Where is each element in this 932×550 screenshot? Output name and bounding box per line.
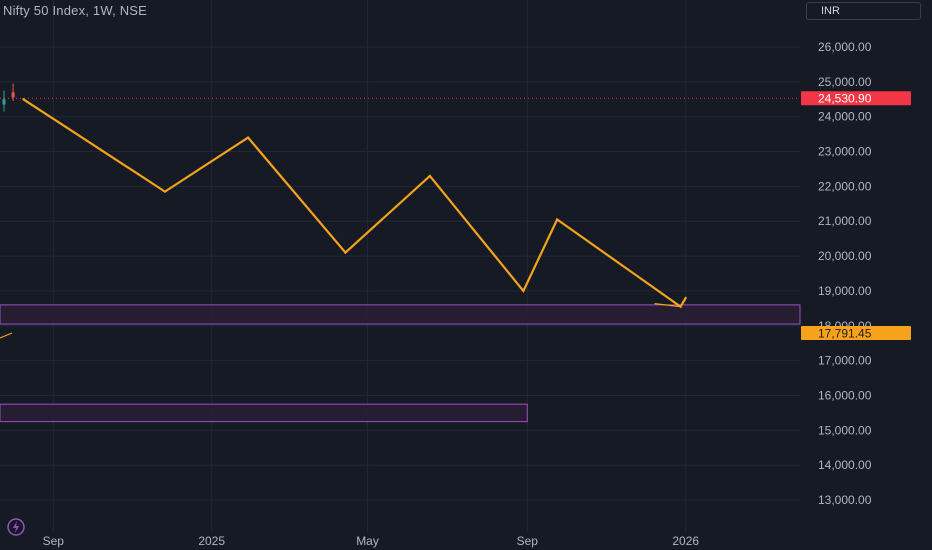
zigzag-point	[163, 190, 167, 193]
last-price-tag: 24,530.90	[818, 92, 872, 106]
y-tick-label: 21,000.00	[818, 214, 872, 228]
x-tick-label: Sep	[517, 534, 539, 548]
zone-box	[0, 304, 801, 325]
y-tick-label: 22,000.00	[818, 179, 872, 193]
candle-body	[11, 92, 15, 98]
y-tick-label: 25,000.00	[818, 75, 872, 89]
x-tick-label: 2026	[672, 534, 699, 548]
y-tick-label: 14,000.00	[818, 458, 872, 472]
zigzag-point	[428, 174, 431, 178]
zigzag-point	[684, 296, 687, 299]
y-tick-label: 20,000.00	[818, 249, 872, 263]
zone-box	[0, 403, 528, 423]
candle-body	[2, 99, 6, 105]
x-tick-label: May	[356, 534, 379, 548]
y-tick-label: 19,000.00	[818, 284, 872, 298]
x-tick-label: Sep	[43, 534, 65, 548]
zigzag-series-line	[22, 98, 687, 309]
y-tick-label: 26,000.00	[818, 40, 872, 54]
lightning-bolt-icon[interactable]	[4, 516, 30, 538]
zigzag-point	[344, 251, 347, 254]
x-tick-label: 2025	[198, 534, 225, 548]
y-tick-label: 23,000.00	[818, 145, 872, 159]
y-tick-label: 24,000.00	[818, 110, 872, 124]
trendline-fragment	[0, 332, 13, 339]
zigzag-point	[246, 136, 250, 139]
currency-button[interactable]: INR	[806, 2, 921, 20]
chart-title: Nifty 50 Index, 1W, NSE	[3, 3, 148, 18]
zigzag-point	[22, 98, 25, 101]
level-price-tag-box	[801, 326, 911, 341]
last-price-tag-box	[801, 91, 911, 106]
y-tick-label: 16,000.00	[818, 388, 872, 402]
y-tick-label: 17,000.00	[818, 354, 872, 368]
level-price-tag: 17,791.45	[818, 327, 872, 341]
y-tick-label: 13,000.00	[818, 493, 872, 507]
zigzag-point	[522, 289, 525, 293]
y-tick-label: 15,000.00	[818, 423, 872, 437]
zigzag-point	[556, 218, 559, 221]
zigzag-arrow-tick	[654, 303, 681, 308]
